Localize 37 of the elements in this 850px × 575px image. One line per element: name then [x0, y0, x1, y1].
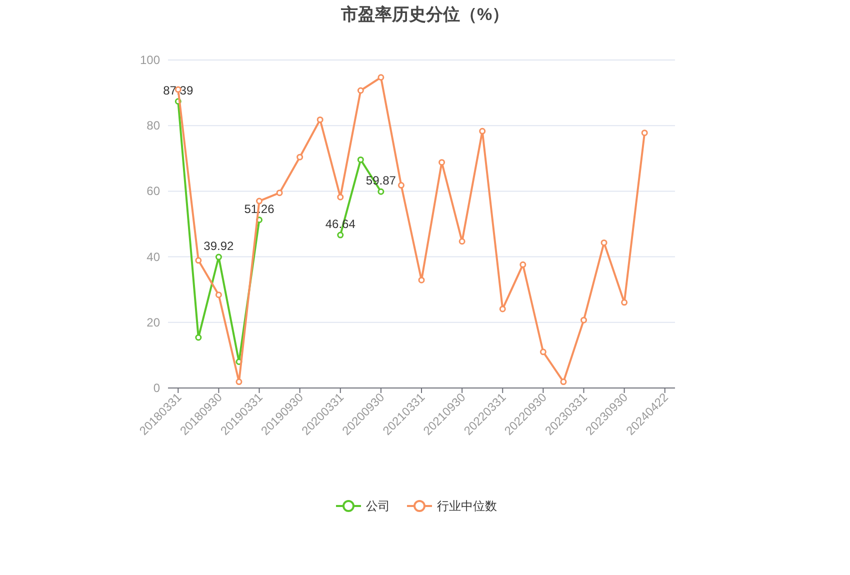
y-tick-label: 60	[146, 184, 160, 198]
y-tick-label: 20	[146, 315, 160, 330]
point	[540, 348, 546, 356]
point	[641, 130, 648, 136]
legend-label: 行业中位数	[437, 499, 497, 513]
point	[296, 154, 304, 160]
point	[438, 159, 446, 166]
point	[378, 74, 384, 81]
point	[520, 261, 526, 268]
point	[418, 276, 425, 284]
point	[580, 316, 587, 324]
point	[621, 299, 628, 306]
point	[479, 128, 486, 134]
point	[600, 239, 608, 246]
point	[378, 188, 384, 195]
point	[357, 156, 364, 163]
point	[357, 87, 364, 94]
point	[560, 378, 567, 386]
point	[236, 378, 242, 386]
legend-label: 公司	[366, 499, 390, 513]
point	[195, 257, 202, 264]
point	[215, 292, 222, 298]
point	[276, 190, 283, 196]
point	[195, 334, 202, 341]
y-tick-label: 80	[146, 118, 160, 133]
point	[215, 254, 222, 260]
point	[316, 116, 324, 123]
point	[337, 194, 344, 200]
data-label: 39.92	[204, 239, 234, 254]
point	[337, 232, 344, 238]
chart-title: 市盈率历史分位（%）	[340, 5, 510, 24]
point	[499, 306, 506, 312]
y-tick-label: 40	[146, 250, 160, 264]
point	[458, 238, 466, 245]
y-tick-label: 100	[140, 53, 160, 67]
y-tick-label: 0	[153, 381, 160, 395]
point	[398, 182, 404, 189]
